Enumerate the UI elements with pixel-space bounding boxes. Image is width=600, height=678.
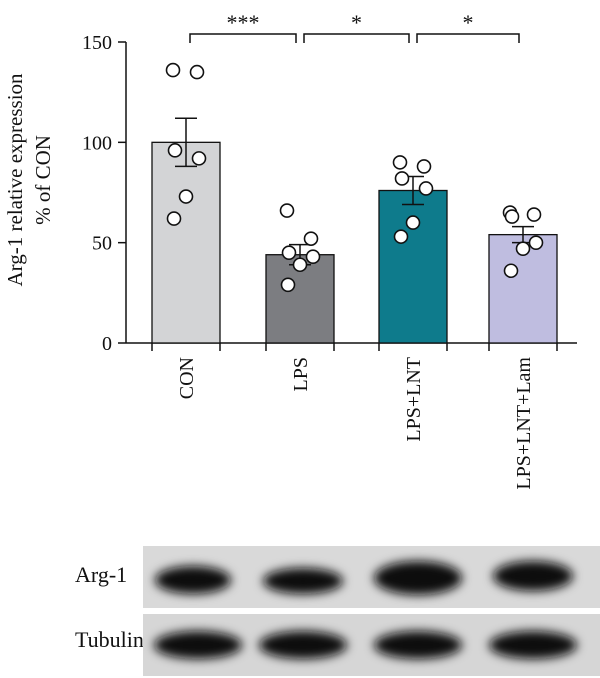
western-blot: Arg-1 Tubulin [0,540,600,678]
data-point [418,181,434,196]
x-tick-label: CON [176,357,198,399]
significance-bracket [303,33,410,43]
data-point [405,215,421,230]
data-point [526,207,542,222]
y-tick-label: 100 [82,132,112,154]
data-point [515,241,531,256]
data-point [303,231,319,246]
data-point [279,203,295,218]
blot-label-tubulin: Tubulin [75,627,144,652]
blot-image-arg1 [143,546,600,608]
bar-lps-lnt [378,189,448,344]
x-tick-label: LPS+LNT [403,357,425,442]
y-tick-label: 0 [102,333,112,355]
y-axis-label-line2: % of CON [31,135,55,225]
data-point [167,143,183,158]
y-tick-label: 50 [92,233,112,255]
bar-con [151,141,221,344]
data-point [189,64,205,80]
significance-bracket [416,33,520,43]
data-point [394,171,410,186]
blot-label-arg1: Arg-1 [75,562,128,587]
significance-label: *** [227,10,260,35]
data-point [281,245,297,260]
data-point [165,62,181,78]
y-axis-label: Arg-1 relative expression % of CON [3,73,55,287]
data-point [178,189,194,204]
error-bars [175,117,534,266]
significance-brackets: *** * * [189,10,520,43]
significance-label: * [463,10,474,35]
data-point [305,249,321,265]
data-point [280,277,296,293]
blot-image-tubulin [143,614,600,676]
data-point [166,211,182,226]
bars [151,141,558,344]
x-tick-label: LPS [290,357,312,391]
data-points [165,62,544,293]
data-point [528,235,544,250]
y-axis-label-line1: Arg-1 relative expression [3,73,27,287]
significance-label: * [351,10,362,35]
bar-chart: Arg-1 relative expression % of CON 0 50 10… [3,10,577,490]
significance-bracket [189,33,297,43]
data-point [504,209,520,224]
data-point [416,159,432,174]
data-point [392,155,408,170]
x-tick-label: LPS+LNT+Lam [513,357,535,490]
data-point [503,263,519,279]
data-point [292,257,308,273]
x-axis-labels: CON LPS LPS+LNT LPS+LNT+Lam [176,357,535,490]
data-point [393,229,409,244]
y-tick-label: 150 [82,32,112,54]
data-point [191,151,207,166]
